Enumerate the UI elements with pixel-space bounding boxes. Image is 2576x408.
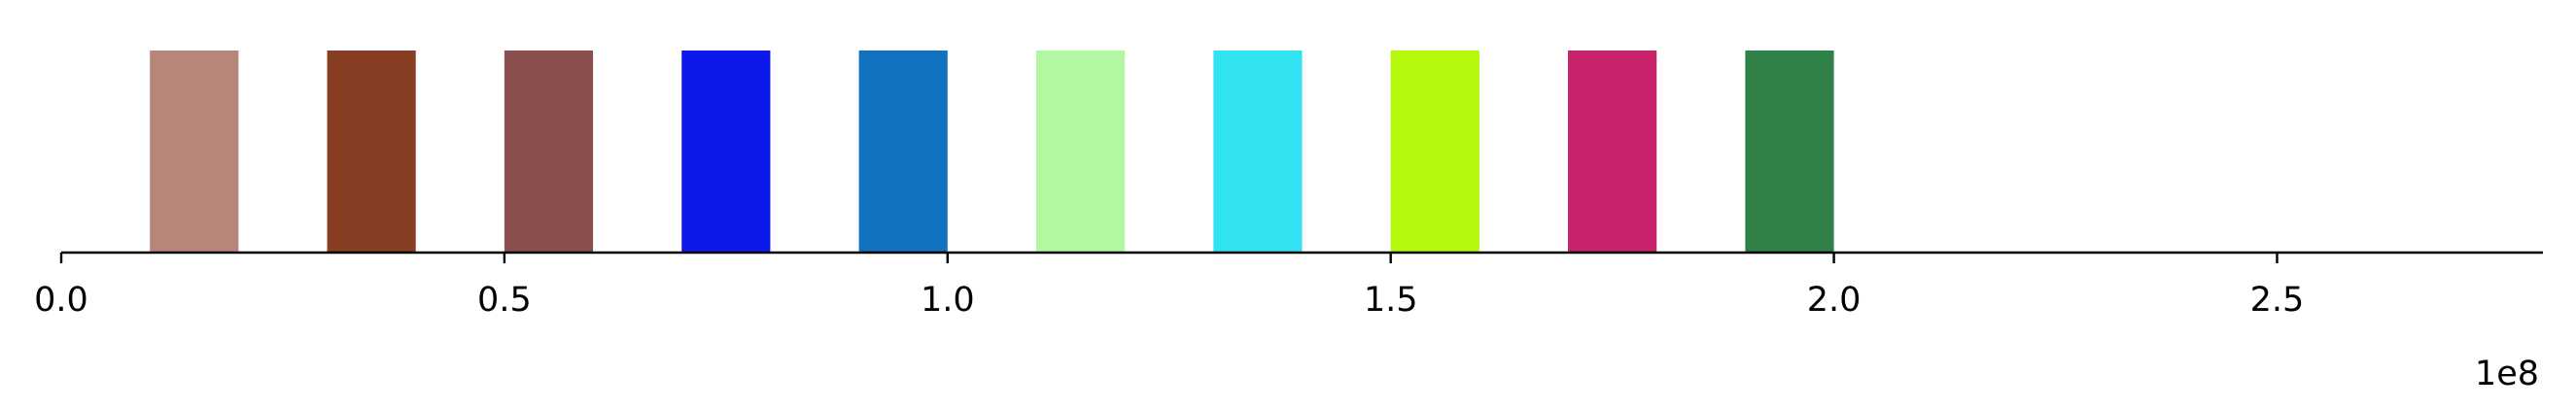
bar-10	[1745, 51, 1834, 253]
x-tick-label: 2.5	[2250, 281, 2305, 320]
bars-layer	[150, 51, 1834, 253]
bar-2	[327, 51, 416, 253]
x-tick-label: 1.0	[921, 281, 975, 320]
bar-5	[858, 51, 948, 253]
x-tick-label: 1.5	[1364, 281, 1418, 320]
x-tick-label: 2.0	[1807, 281, 1862, 320]
x-ticks-layer: 0.0 0.5 1.0 1.5 2.0 2.5	[34, 253, 2304, 320]
bar-8	[1390, 51, 1479, 253]
bar-4	[681, 51, 771, 253]
bar-6	[1035, 51, 1126, 253]
bar-7	[1213, 51, 1303, 253]
x-tick-label: 0.5	[477, 281, 532, 320]
x-axis-offset-label: 1e8	[2475, 355, 2539, 393]
bar-1	[150, 51, 239, 253]
x-tick-label: 0.0	[34, 281, 88, 320]
bar-3	[504, 51, 594, 253]
bar-9	[1568, 51, 1657, 253]
